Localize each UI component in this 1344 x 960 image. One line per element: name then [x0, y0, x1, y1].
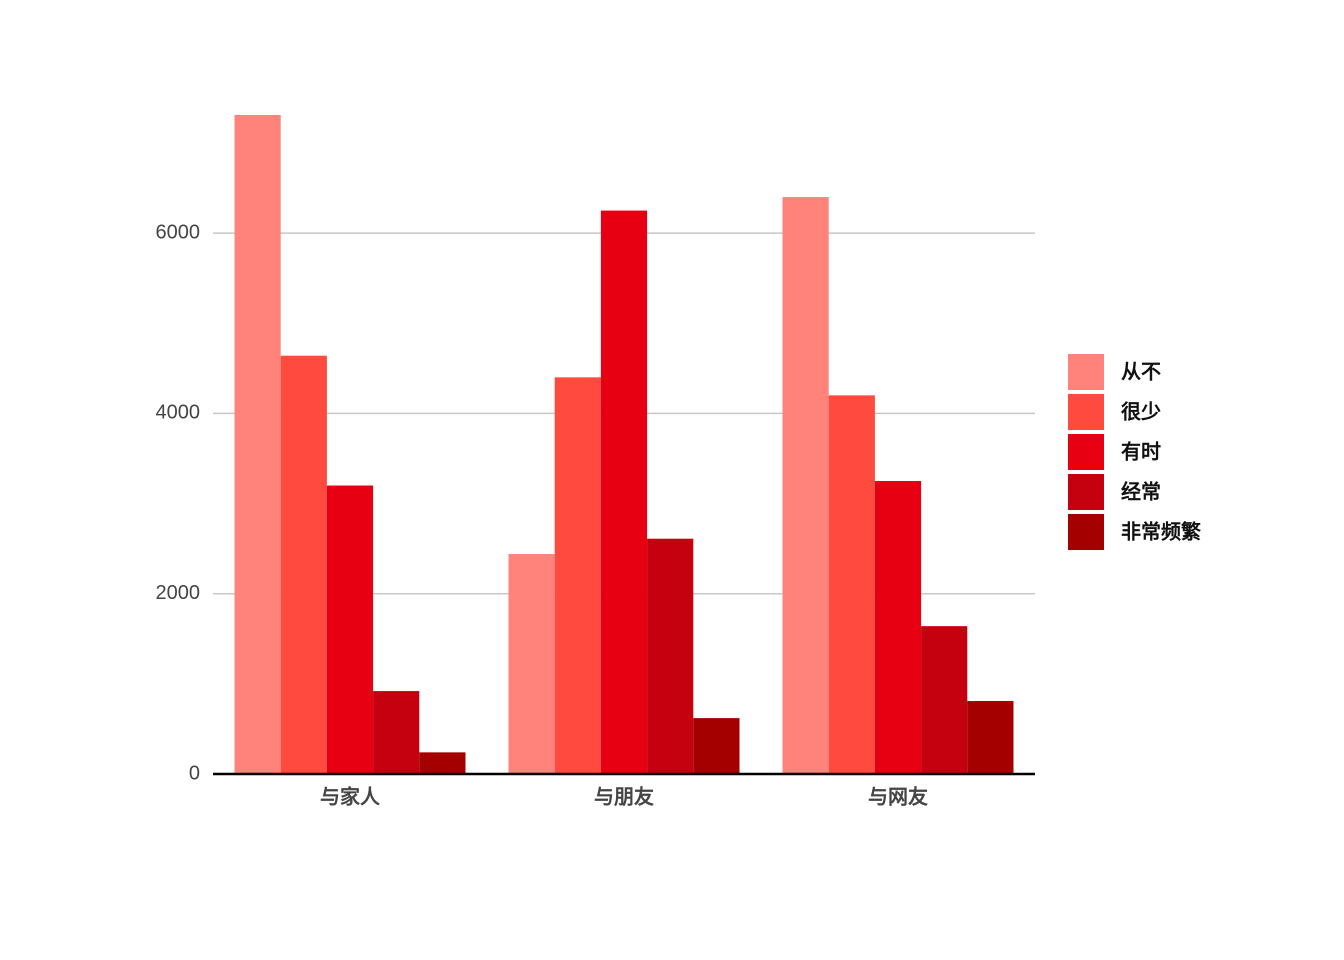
legend-swatch — [1068, 474, 1104, 510]
legend-label: 从不 — [1121, 360, 1161, 384]
bar — [967, 700, 1014, 774]
bar — [782, 197, 829, 775]
bar — [373, 691, 420, 774]
legend-label: 非常频繁 — [1121, 520, 1202, 544]
legend-swatch — [1068, 354, 1104, 390]
legend-label: 经常 — [1121, 480, 1161, 504]
legend-label: 有时 — [1121, 440, 1161, 464]
bar — [419, 752, 466, 774]
bar — [647, 538, 694, 774]
legend-swatch — [1068, 434, 1104, 470]
bar — [508, 554, 555, 774]
y-tick-label: 4000 — [156, 402, 201, 424]
x-tick-label: 与家人 — [320, 785, 381, 809]
bar — [554, 377, 601, 774]
bar — [326, 485, 374, 774]
x-tick-label: 与朋友 — [594, 785, 654, 809]
legend-swatch — [1068, 514, 1104, 550]
bar — [921, 626, 968, 774]
legend-swatch — [1068, 394, 1104, 430]
y-tick-label: 6000 — [156, 221, 201, 243]
bar — [234, 115, 281, 775]
bar — [874, 481, 922, 774]
bar — [600, 210, 648, 774]
y-tick-label: 0 — [189, 762, 200, 784]
bar — [828, 395, 875, 774]
bar — [280, 355, 327, 774]
x-tick-label: 与网友 — [868, 785, 928, 809]
bar — [693, 718, 740, 774]
y-tick-label: 2000 — [156, 582, 201, 604]
legend-label: 很少 — [1121, 400, 1161, 424]
